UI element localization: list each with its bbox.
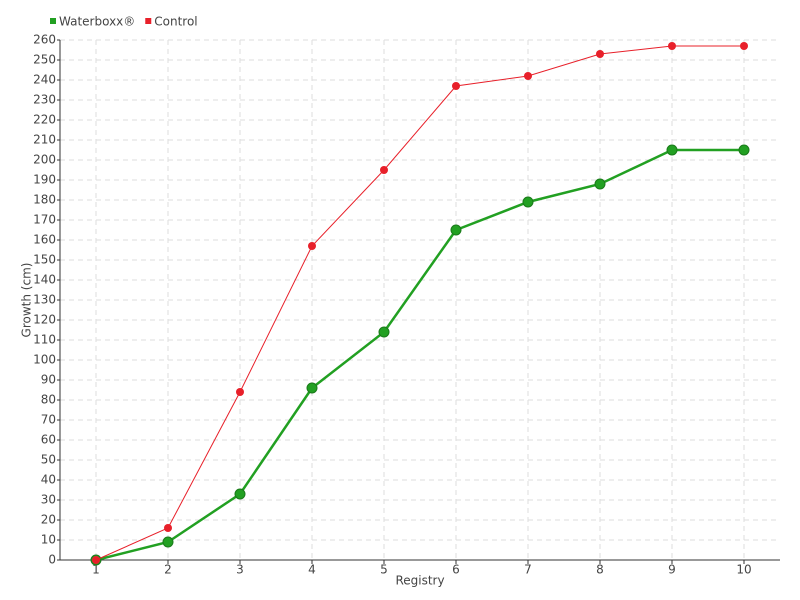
- data-point: [380, 166, 388, 174]
- x-axis-label: Registry: [395, 574, 444, 588]
- data-point: [524, 72, 532, 80]
- legend-label: Control: [154, 15, 197, 29]
- x-tick-label: 6: [452, 563, 460, 577]
- legend-swatch: [145, 18, 152, 24]
- data-point: [738, 144, 750, 156]
- data-point: [594, 178, 606, 190]
- y-tick-label: 170: [33, 213, 56, 227]
- x-tick-label: 10: [736, 563, 751, 577]
- y-tick-label: 160: [33, 233, 56, 247]
- y-tick-label: 140: [33, 273, 56, 287]
- y-tick-label: 200: [33, 153, 56, 167]
- data-point: [452, 82, 460, 90]
- x-tick-label: 4: [308, 563, 316, 577]
- data-point: [378, 326, 390, 338]
- y-tick-label: 210: [33, 133, 56, 147]
- x-tick-label: 8: [596, 563, 604, 577]
- data-point: [522, 196, 534, 208]
- y-tick-label: 50: [41, 453, 56, 467]
- y-tick-label: 100: [33, 353, 56, 367]
- y-tick-label: 0: [48, 553, 56, 567]
- y-tick-label: 250: [33, 53, 56, 67]
- data-point: [668, 42, 676, 50]
- y-tick-label: 190: [33, 173, 56, 187]
- y-tick-label: 30: [41, 493, 56, 507]
- y-tick-label: 240: [33, 73, 56, 87]
- data-point: [450, 224, 462, 236]
- y-tick-label: 230: [33, 93, 56, 107]
- y-tick-label: 110: [33, 333, 56, 347]
- y-tick-label: 130: [33, 293, 56, 307]
- y-tick-label: 150: [33, 253, 56, 267]
- data-point: [306, 382, 318, 394]
- y-tick-label: 10: [41, 533, 56, 547]
- x-tick-label: 7: [524, 563, 532, 577]
- x-tick-label: 5: [380, 563, 388, 577]
- data-point: [596, 50, 604, 58]
- y-tick-label: 260: [33, 33, 56, 47]
- series-line: [95, 148, 744, 562]
- y-tick-label: 20: [41, 513, 56, 527]
- series-line: [95, 45, 744, 561]
- y-tick-label: 180: [33, 193, 56, 207]
- data-point: [92, 556, 100, 564]
- y-axis-label: Growth (cm): [20, 263, 34, 338]
- x-tick-label: 2: [164, 563, 172, 577]
- y-tick-label: 60: [41, 433, 56, 447]
- legend-label: Waterboxx®: [59, 15, 135, 29]
- data-point: [162, 536, 174, 548]
- x-tick-label: 9: [668, 563, 676, 577]
- y-tick-label: 80: [41, 393, 56, 407]
- y-tick-label: 70: [41, 413, 56, 427]
- data-point: [666, 144, 678, 156]
- y-tick-label: 120: [33, 313, 56, 327]
- data-point: [740, 42, 748, 50]
- data-point: [308, 242, 316, 250]
- x-tick-label: 1: [92, 563, 100, 577]
- legend-swatch: [50, 18, 56, 24]
- y-tick-label: 90: [41, 373, 56, 387]
- y-tick-label: 220: [33, 113, 56, 127]
- y-tick-label: 40: [41, 473, 56, 487]
- x-tick-label: 3: [236, 563, 244, 577]
- data-point: [236, 388, 244, 396]
- data-point: [234, 488, 246, 500]
- data-point: [164, 524, 172, 532]
